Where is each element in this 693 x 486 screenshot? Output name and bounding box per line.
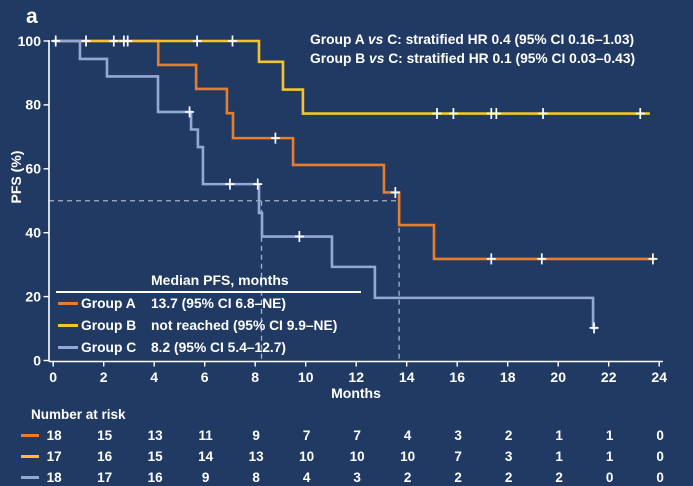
risk-count: 1 <box>605 428 614 443</box>
x-tick-label: 18 <box>500 369 516 385</box>
risk-count: 17 <box>97 470 113 485</box>
median-legend-row-group-b: Group B not reached (95% CI 9.9–NE) <box>0 318 420 333</box>
hr1-prefix: Group A <box>310 32 368 47</box>
risk-row-group-c: 18 17 16 9 8 4 3 2 2 2 2 0 0 <box>0 470 693 485</box>
group-a-line-swatch <box>58 302 78 305</box>
risk-count: 10 <box>349 449 365 464</box>
risk-count: 2 <box>555 470 563 485</box>
risk-count: 1 <box>555 428 563 443</box>
y-axis-title: PFS (%) <box>8 150 24 204</box>
x-tick-label: 16 <box>449 369 465 385</box>
risk-count: 9 <box>252 428 260 443</box>
risk-count: 16 <box>97 449 113 464</box>
y-tick-label: 60 <box>25 161 41 177</box>
hr2-suffix: C: stratified HR 0.1 (95% CI 0.03–0.43) <box>384 50 636 66</box>
median-legend-underline <box>56 291 361 294</box>
risk-count: 2 <box>403 470 412 485</box>
hr1-vs: vs <box>368 32 384 47</box>
y-tick-label: 40 <box>25 225 41 241</box>
risk-count: 2 <box>504 428 513 443</box>
risk-count: 0 <box>656 470 664 485</box>
risk-count: 0 <box>656 428 664 443</box>
median-legend-row-group-c: Group C 8.2 (95% CI 5.4–12.7) <box>0 340 420 355</box>
km-curve-group-b <box>53 39 650 115</box>
risk-count: 13 <box>147 428 163 443</box>
censor-marks-group-b <box>123 35 645 120</box>
risk-count: 4 <box>403 428 412 443</box>
group-c-line-swatch <box>21 476 39 479</box>
median-legend-header: Median PFS, months <box>151 272 289 288</box>
y-tick-label: 80 <box>25 97 41 113</box>
y-tick-label: 0 <box>33 352 41 368</box>
group-c-median-value: 8.2 (95% CI 5.4–12.7) <box>151 340 286 355</box>
censor-marks-group-a <box>51 35 658 265</box>
hr-annotation-line-1: Group A vs C: stratified HR 0.4 (95% CI … <box>310 31 635 50</box>
risk-count: 9 <box>201 470 210 485</box>
x-tick-label: 10 <box>298 369 314 385</box>
risk-count: 18 <box>46 470 62 485</box>
hr2-vs: vs <box>369 50 385 66</box>
x-tick-label: 2 <box>100 369 108 385</box>
y-tick-label: 100 <box>18 33 42 49</box>
x-tick-label: 20 <box>550 369 566 385</box>
group-b-line-swatch <box>21 455 39 458</box>
risk-count: 2 <box>504 470 513 485</box>
hazard-ratio-annotations: Group A vs C: stratified HR 0.4 (95% CI … <box>310 31 635 68</box>
risk-count: 11 <box>198 428 213 443</box>
km-curve-group-a <box>53 39 655 261</box>
risk-count: 7 <box>353 428 361 443</box>
censor-marks-group-c <box>185 106 599 334</box>
group-c-line-swatch <box>58 346 78 349</box>
risk-row-group-b: 17 16 15 14 13 10 10 10 7 3 1 1 0 <box>0 449 693 464</box>
risk-count: 8 <box>252 470 260 485</box>
risk-count: 0 <box>605 470 614 485</box>
risk-count: 7 <box>454 449 462 464</box>
x-axis-title: Months <box>331 385 381 401</box>
risk-count: 15 <box>97 428 113 443</box>
risk-row-group-a: 18 15 13 11 9 7 7 4 3 2 1 1 0 <box>0 428 693 443</box>
risk-count: 15 <box>147 449 163 464</box>
hr1-suffix: C: stratified HR 0.4 (95% CI 0.16–1.03) <box>383 32 635 47</box>
risk-count: 10 <box>400 449 416 464</box>
risk-count: 3 <box>504 449 513 464</box>
risk-count: 10 <box>299 449 315 464</box>
panel-letter-label: a <box>26 5 38 28</box>
risk-count: 16 <box>147 470 163 485</box>
risk-count: 17 <box>46 449 62 464</box>
risk-count: 7 <box>302 428 311 443</box>
group-b-label: Group B <box>81 318 137 333</box>
x-tick-label: 6 <box>201 369 209 385</box>
x-tick-label: 4 <box>150 369 158 385</box>
number-at-risk-header: Number at risk <box>31 407 126 422</box>
x-tick-label: 14 <box>399 369 415 385</box>
group-c-label: Group C <box>81 340 137 355</box>
risk-count: 14 <box>198 449 214 464</box>
risk-count: 4 <box>302 470 311 485</box>
x-tick-label: 0 <box>49 369 57 385</box>
hr-annotation-line-2: Group B vs C: stratified HR 0.1 (95% CI … <box>310 50 635 69</box>
group-a-median-value: 13.7 (95% CI 6.8–NE) <box>151 296 286 311</box>
risk-count: 1 <box>555 449 563 464</box>
risk-count: 13 <box>248 449 264 464</box>
x-tick-label: 8 <box>251 369 259 385</box>
median-legend-row-group-a: Group A 13.7 (95% CI 6.8–NE) <box>0 296 420 311</box>
x-tick-label: 22 <box>601 369 617 385</box>
risk-count: 18 <box>46 428 62 443</box>
risk-count: 1 <box>605 449 614 464</box>
hr2-prefix: Group B <box>310 50 370 66</box>
group-a-label: Group A <box>81 296 136 311</box>
group-b-line-swatch <box>58 324 78 327</box>
group-a-line-swatch <box>21 434 39 437</box>
y-tick-label: 20 <box>25 288 41 304</box>
group-b-median-value: not reached (95% CI 9.9–NE) <box>151 318 338 333</box>
risk-count: 2 <box>454 470 462 485</box>
x-tick-label: 12 <box>348 369 364 385</box>
km-curve-group-c <box>53 39 598 330</box>
x-tick-label: 24 <box>651 369 667 385</box>
risk-count: 3 <box>353 470 361 485</box>
risk-count: 0 <box>656 449 664 464</box>
risk-count: 3 <box>454 428 462 443</box>
